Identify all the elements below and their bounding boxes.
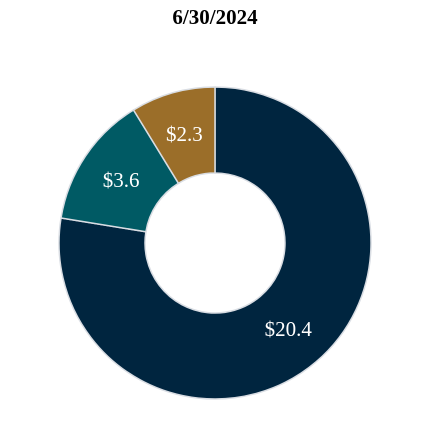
data-label-0: $20.4 xyxy=(265,317,313,341)
donut-slice-0 xyxy=(58,86,372,400)
chart-title: 6/30/2024 xyxy=(172,5,258,29)
donut-labels: $20.4 $3.6 $2.3 xyxy=(103,122,313,341)
donut-slices xyxy=(58,86,372,400)
data-label-2: $2.3 xyxy=(166,122,203,146)
data-label-1: $3.6 xyxy=(103,168,140,192)
donut-slice-2 xyxy=(132,86,216,185)
